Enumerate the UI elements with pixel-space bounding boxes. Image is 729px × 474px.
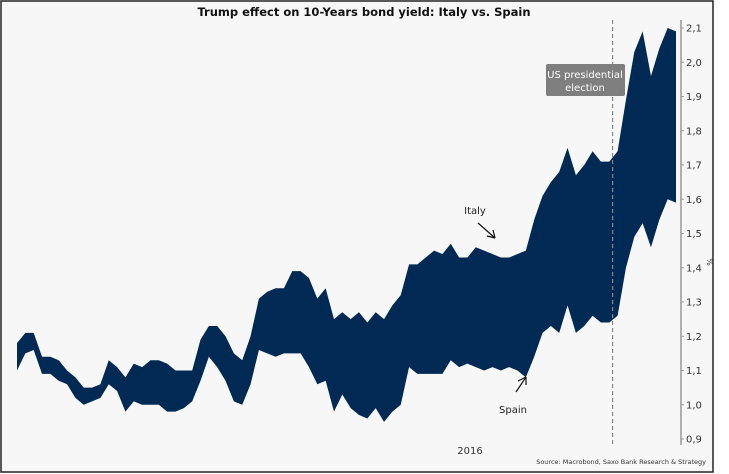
y-tick-label: 1,5	[686, 229, 702, 240]
election-callout-line2: election	[565, 83, 605, 94]
y-axis: 0,9 1,0 1,1 1,2 1,3 1,4 1,5 1,6 1,7 1,8 1,9 2,0 2,1	[680, 20, 702, 446]
chart-title: Trump effect on 10-Years bond yield: Ita…	[197, 5, 530, 19]
election-callout-box	[546, 64, 625, 96]
y-tick-label: 2,1	[686, 24, 702, 35]
spain-arrowhead-icon	[517, 376, 527, 385]
election-callout-line1: US presidential	[547, 70, 623, 81]
italy-arrow	[477, 222, 496, 239]
y-tick-label: 1,8	[686, 126, 702, 137]
y-tick-label: 1,9	[686, 92, 702, 103]
y-tick-label: 1,4	[686, 263, 702, 274]
y-tick-label: 1,2	[686, 332, 702, 343]
y-tick-label: 1,0	[686, 400, 702, 411]
italy-arrowhead-icon	[486, 229, 496, 239]
italy-spain-spread-area	[17, 28, 676, 422]
y-tick-label: 1,3	[686, 298, 702, 309]
y-tick-label: 2,0	[686, 58, 702, 69]
y-tick-label: 1,7	[686, 161, 702, 172]
y-axis-unit: %	[705, 258, 714, 266]
y-tick-label: 0,9	[686, 435, 702, 446]
source-note: Source: Macrobond, Saxo Bank Research & …	[536, 458, 706, 466]
x-tick-label: 2016	[457, 446, 482, 457]
y-tick-label: 1,6	[686, 195, 702, 206]
y-tick-label: 1,1	[686, 366, 702, 377]
italy-label: Italy	[464, 206, 486, 217]
spain-label: Spain	[499, 405, 527, 416]
spain-arrow	[515, 376, 527, 393]
